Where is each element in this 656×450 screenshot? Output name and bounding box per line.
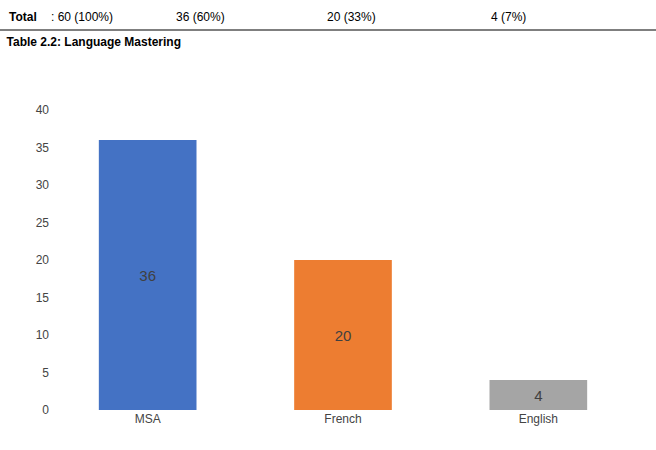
- svg-text:Table 2.2: Language Mastering: Table 2.2: Language Mastering: [7, 35, 181, 49]
- svg-text:25: 25: [36, 216, 50, 230]
- svg-text:20: 20: [335, 327, 352, 344]
- svg-text:English: English: [519, 412, 558, 426]
- svg-text:4 (7%): 4 (7%): [491, 10, 526, 24]
- svg-text:0: 0: [42, 403, 49, 417]
- svg-text:35: 35: [36, 141, 50, 155]
- svg-text:36: 36: [139, 267, 156, 284]
- svg-text:10: 10: [36, 328, 50, 342]
- svg-text:30: 30: [36, 178, 50, 192]
- svg-text:15: 15: [36, 291, 50, 305]
- svg-text:36 (60%): 36 (60%): [176, 10, 225, 24]
- svg-text:4: 4: [534, 387, 542, 404]
- svg-text:20: 20: [36, 253, 50, 267]
- svg-text:Total: Total: [9, 10, 37, 24]
- svg-text:40: 40: [36, 103, 50, 117]
- svg-text:5: 5: [42, 366, 49, 380]
- svg-text:20 (33%): 20 (33%): [327, 10, 376, 24]
- svg-text:French: French: [324, 412, 361, 426]
- svg-text:: 60 (100%): : 60 (100%): [51, 10, 113, 24]
- svg-text:MSA: MSA: [135, 412, 161, 426]
